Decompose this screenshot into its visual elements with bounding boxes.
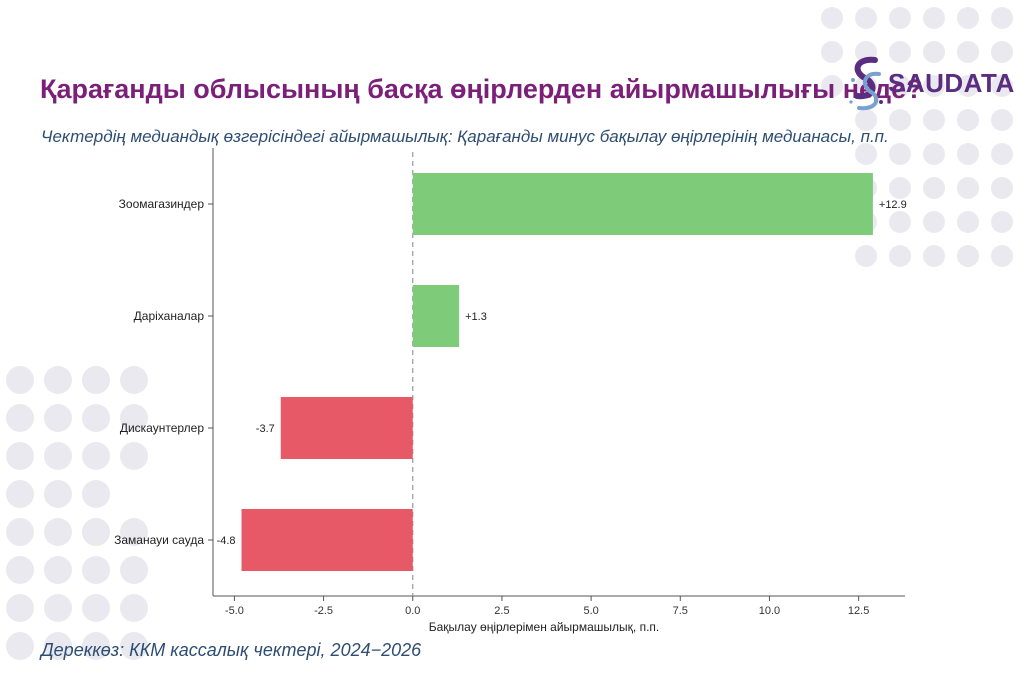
bar: [280, 397, 413, 459]
x-tick-label: -5.0: [225, 605, 244, 617]
double-s-dots-icon: [849, 56, 883, 111]
chart-subtitle: Чектердің медиандық өзгерісіндегі айырма…: [41, 127, 889, 146]
x-tick-label: 5.0: [583, 605, 598, 617]
x-tick-label: -2.5: [314, 605, 333, 617]
category-label: Заманауи сауда: [114, 533, 204, 547]
x-tick-label: 10.0: [759, 605, 780, 617]
data-label: -4.8: [217, 535, 236, 547]
data-label: -3.7: [256, 423, 275, 435]
category-label: Даріханалар: [134, 309, 205, 323]
bar: [412, 173, 873, 235]
page-title: Қарағанды облысының басқа өңірлерден айы…: [40, 74, 923, 104]
bar: [241, 509, 413, 571]
x-axis-label: Бақылау өңірлерімен айырмашылық, п.п.: [429, 620, 660, 634]
data-label: +12.9: [879, 199, 907, 211]
logo-wordmark: SAUDATA: [888, 68, 1015, 98]
x-tick-label: 7.5: [673, 605, 688, 617]
source-note: Дереккөз: ККМ кассалық чектері, 2024−202…: [41, 640, 422, 660]
category-label: Дискаунтерлер: [120, 421, 204, 435]
saudata-logo: SAUDATA: [845, 50, 1014, 120]
x-tick-label: 2.5: [494, 605, 509, 617]
data-label: +1.3: [465, 311, 487, 323]
bar: [412, 285, 460, 347]
category-label: Зоомагазиндер: [119, 197, 205, 211]
x-tick-label: 12.5: [848, 605, 869, 617]
x-tick-label: 0.0: [405, 605, 420, 617]
